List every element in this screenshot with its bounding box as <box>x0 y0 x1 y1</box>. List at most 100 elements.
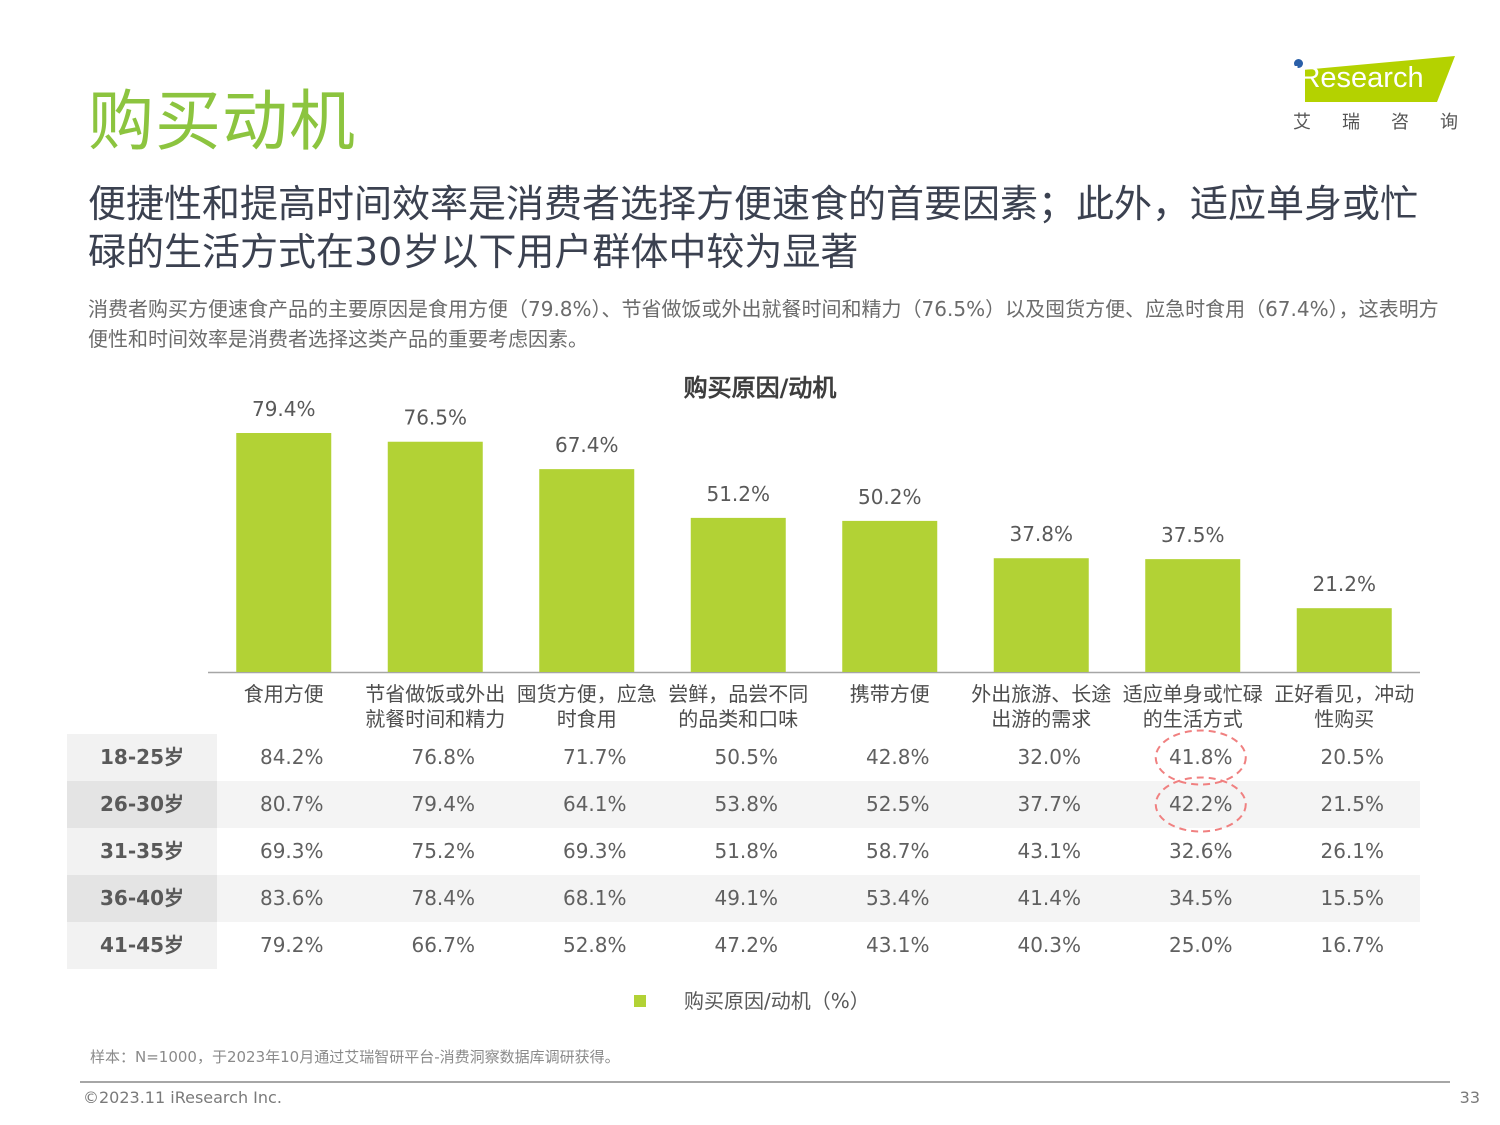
table-cell: 43.1% <box>865 933 930 957</box>
table-cell: 41.4% <box>1017 886 1082 910</box>
category-label: 囤货方便，应急 时食用 <box>511 682 663 732</box>
iresearch-logo: iResearch 艾 瑞 咨 询 <box>1285 50 1465 140</box>
bar-value-label: 50.2% <box>858 485 922 509</box>
logo-dot <box>1294 59 1303 68</box>
row-header: 31-35岁 <box>67 828 217 875</box>
table-row: 26-30岁 80.7% 79.4% 64.1% 53.8% 52.5% 37.7% 42.2… <box>67 781 1420 828</box>
bar <box>236 433 332 672</box>
headline: 便捷性和提高时间效率是消费者选择方便速食的首要因素；此外，适应单身或忙碌的生活方… <box>88 182 1419 274</box>
category-label-line: 时食用 <box>556 707 617 731</box>
category-label: 正好看见，冲动 性购买 <box>1268 682 1420 732</box>
page-number: 33 <box>1459 1088 1480 1107</box>
table-cell: 15.5% <box>1320 886 1385 910</box>
category-label-line: 正好看见，冲动 <box>1274 682 1415 706</box>
bar-chart: 79.4% 76.5% 67.4% 51.2% 50.2% 37.8% 37.5% 21.2% <box>208 397 1420 674</box>
bar <box>1145 559 1241 672</box>
summary-text: 消费者购买方便速食产品的主要原因是食用方便（79.8%）、节省做饭或外出就餐时间… <box>88 297 1439 351</box>
table-row: 18-25岁 84.2% 76.8% 71.7% 50.5% 42.8% 32.0% 41.8… <box>67 734 1420 781</box>
row-header: 36-40岁 <box>67 875 217 922</box>
bar <box>387 441 483 672</box>
table-cell: 21.5% <box>1320 792 1385 816</box>
logo-wordmark: iResearch <box>1293 62 1424 95</box>
page-title: 购买动机 <box>88 83 356 160</box>
table-cell: 52.5% <box>865 792 930 816</box>
table-cell: 16.7% <box>1320 933 1385 957</box>
category-label: 适应单身或忙碌 的生活方式 <box>1117 682 1269 732</box>
bar-value-label: 37.5% <box>1161 523 1225 547</box>
bar-value-label: 51.2% <box>706 482 770 506</box>
table-cell: 42.8% <box>865 745 930 769</box>
table-cell: 66.7% <box>411 933 476 957</box>
bar-value-label: 76.5% <box>403 406 467 430</box>
category-label-line: 的生活方式 <box>1142 707 1243 731</box>
bar <box>539 469 635 672</box>
bar <box>842 520 938 672</box>
bar <box>690 517 786 672</box>
chart-title: 购买原因/动机 <box>683 374 837 402</box>
bar-value-label: 37.8% <box>1009 522 1073 546</box>
table-row: 41-45岁 79.2% 66.7% 52.8% 47.2% 43.1% 40.3% 25.0… <box>67 922 1420 969</box>
table-cell: 32.0% <box>1017 745 1082 769</box>
table-cell: 34.5% <box>1168 886 1233 910</box>
footer-divider <box>80 1081 1450 1083</box>
table-cell: 26.1% <box>1320 839 1385 863</box>
bar-value-label: 21.2% <box>1312 572 1376 596</box>
category-label-line: 性购买 <box>1314 707 1375 731</box>
logo-i: i <box>1293 62 1300 94</box>
table-cell: 79.2% <box>259 933 324 957</box>
table-cell: 53.8% <box>714 792 779 816</box>
category-label-line: 适应单身或忙碌 <box>1122 682 1263 706</box>
category-label-line: 尝鲜，品尝不同 <box>668 682 809 706</box>
category-label-line: 的品类和口味 <box>678 707 799 731</box>
table-cell: 58.7% <box>865 839 930 863</box>
table-cell: 80.7% <box>259 792 324 816</box>
logo-research: Research <box>1299 62 1424 94</box>
bar <box>1296 608 1392 672</box>
category-label: 尝鲜，品尝不同 的品类和口味 <box>662 682 814 732</box>
bar-value-label: 79.4% <box>252 397 316 421</box>
category-label-line: 就餐时间和精力 <box>365 707 506 731</box>
category-label-line: 食用方便 <box>243 682 324 706</box>
category-label: 外出旅游、长途 出游的需求 <box>965 682 1117 732</box>
table-cell: 52.8% <box>562 933 627 957</box>
table-cell: 37.7% <box>1017 792 1082 816</box>
table-row: 31-35岁 69.3% 75.2% 69.3% 51.8% 58.7% 43.1% 32.6… <box>67 828 1420 875</box>
table-cell: 42.2% <box>1168 792 1233 816</box>
table-cell: 41.8% <box>1168 745 1233 769</box>
row-header: 18-25岁 <box>67 734 217 781</box>
category-label: 节省做饭或外出 就餐时间和精力 <box>359 682 511 732</box>
table-cell: 32.6% <box>1168 839 1233 863</box>
table-cell: 84.2% <box>259 745 324 769</box>
table-cell: 20.5% <box>1320 745 1385 769</box>
table-cell: 83.6% <box>259 886 324 910</box>
table-cell: 75.2% <box>411 839 476 863</box>
category-label-line: 外出旅游、长途 <box>971 682 1112 706</box>
row-header: 41-45岁 <box>67 922 217 969</box>
category-label-line: 出游的需求 <box>991 707 1092 731</box>
copyright: ©2023.11 iResearch Inc. <box>83 1088 282 1107</box>
bar <box>993 558 1089 672</box>
table-cell: 76.8% <box>411 745 476 769</box>
logo-cn-char: 咨 <box>1391 112 1409 133</box>
logo-cn-char: 询 <box>1440 112 1458 133</box>
category-label: 食用方便 <box>208 682 360 707</box>
legend-swatch <box>634 995 646 1007</box>
table-cell: 69.3% <box>259 839 324 863</box>
table-cell: 51.8% <box>714 839 779 863</box>
table-cell: 78.4% <box>411 886 476 910</box>
table-cell: 25.0% <box>1168 933 1233 957</box>
table-cell: 79.4% <box>411 792 476 816</box>
table-cell: 49.1% <box>714 886 779 910</box>
table-cell: 47.2% <box>714 933 779 957</box>
table-cell: 50.5% <box>714 745 779 769</box>
category-label-line: 囤货方便，应急 <box>516 682 657 706</box>
table-cell: 64.1% <box>562 792 627 816</box>
table-cell: 40.3% <box>1017 933 1082 957</box>
table-cell: 68.1% <box>562 886 627 910</box>
table-cell: 53.4% <box>865 886 930 910</box>
table-cell: 71.7% <box>562 745 627 769</box>
row-header: 26-30岁 <box>67 781 217 828</box>
bar-value-label: 67.4% <box>555 433 619 457</box>
chart-legend: 购买原因/动机（%） <box>634 985 870 1014</box>
logo-chinese: 艾 瑞 咨 询 <box>1293 108 1458 134</box>
